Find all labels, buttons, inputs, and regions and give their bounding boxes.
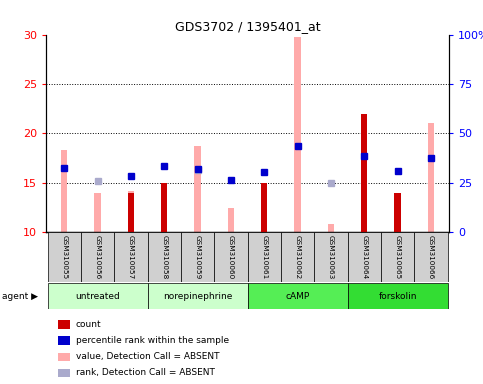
Bar [194,146,201,232]
Bar [361,114,368,232]
Text: GSM310059: GSM310059 [195,235,200,280]
Text: GSM310066: GSM310066 [428,235,434,280]
Bar [128,191,134,232]
Bar [94,193,101,232]
Bar [114,232,147,282]
Text: norepinephrine: norepinephrine [163,291,232,301]
Bar [261,183,268,232]
Text: GSM310064: GSM310064 [361,235,367,280]
Bar [227,208,234,232]
Title: GDS3702 / 1395401_at: GDS3702 / 1395401_at [175,20,320,33]
Bar [47,283,147,309]
Bar [427,122,434,232]
Text: percentile rank within the sample: percentile rank within the sample [76,336,229,345]
Text: GSM310055: GSM310055 [61,235,67,280]
Text: rank, Detection Call = ABSENT: rank, Detection Call = ABSENT [76,368,215,377]
Text: GSM310056: GSM310056 [95,235,100,280]
Bar [47,232,81,282]
Bar [414,232,448,282]
Bar [348,232,381,282]
Text: forskolin: forskolin [378,291,417,301]
Text: GSM310063: GSM310063 [328,235,334,280]
Text: GSM310058: GSM310058 [161,235,167,280]
Bar [147,283,248,309]
Text: GSM310061: GSM310061 [261,235,267,280]
Text: GSM310057: GSM310057 [128,235,134,280]
Text: agent ▶: agent ▶ [2,291,39,301]
Bar [294,36,301,232]
Bar [81,232,114,282]
Text: count: count [76,320,101,329]
Bar [348,283,448,309]
Bar [214,232,248,282]
Text: value, Detection Call = ABSENT: value, Detection Call = ABSENT [76,352,219,361]
Text: untreated: untreated [75,291,120,301]
Bar [327,224,334,232]
Bar [128,193,134,232]
Text: cAMP: cAMP [285,291,310,301]
Text: GSM310060: GSM310060 [228,235,234,280]
Bar [248,283,348,309]
Bar [147,232,181,282]
Bar [61,150,68,232]
Text: GSM310065: GSM310065 [395,235,400,280]
Bar [394,193,401,232]
Bar [381,232,414,282]
Bar [314,232,348,282]
Bar [248,232,281,282]
Text: GSM310062: GSM310062 [295,235,300,280]
Bar [181,232,214,282]
Bar [161,183,168,232]
Bar [281,232,314,282]
